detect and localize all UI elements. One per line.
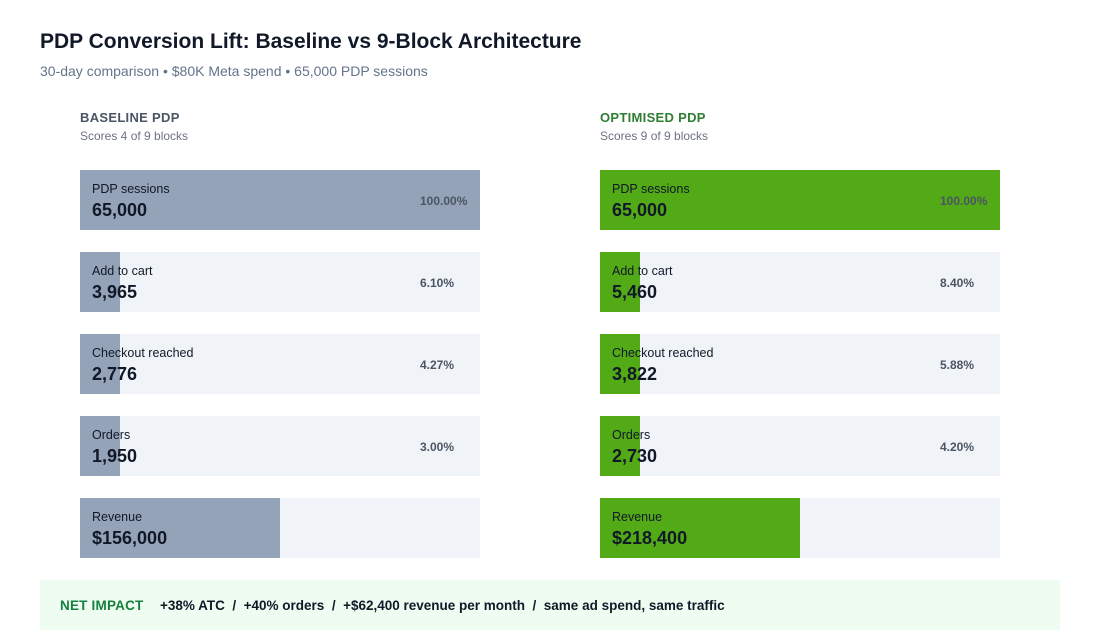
stage-value: 1,950: [92, 446, 138, 466]
stage-label: Revenue: [612, 510, 663, 524]
stage-percentage: 5.88%: [940, 358, 975, 372]
stage-percentage: 4.20%: [940, 440, 975, 454]
baseline-panel-subtitle: Scores 4 of 9 blocks: [80, 129, 189, 143]
stage-label: PDP sessions: [612, 182, 690, 196]
baseline-panel-title: BASELINE PDP: [80, 110, 180, 125]
baseline-stage-row: Add to cart 3,965 6.10%: [80, 252, 480, 312]
optimised-stage-row: Orders 2,730 4.20%: [600, 416, 1000, 476]
baseline-stage-row: Revenue $156,000: [80, 498, 480, 558]
net-impact-label: NET IMPACT: [60, 598, 144, 613]
stage-label: Add to cart: [92, 264, 153, 278]
stage-value: 5,460: [612, 282, 658, 302]
optimised-stage-bar: [600, 170, 1000, 230]
stage-percentage: 3.00%: [420, 440, 455, 454]
optimised-stage-bar: [600, 498, 800, 558]
page-title: PDP Conversion Lift: Baseline vs 9-Block…: [40, 30, 582, 53]
optimised-stage-bar: [600, 334, 640, 394]
stage-label: Add to cart: [612, 264, 673, 278]
net-impact-banner: NET IMPACT +38% ATC / +40% orders / +$62…: [40, 580, 1060, 630]
stage-label: Checkout reached: [612, 346, 714, 360]
stage-percentage: 8.40%: [940, 276, 975, 290]
stage-value: 3,822: [612, 364, 658, 384]
baseline-stage-bar: [80, 498, 280, 558]
stage-percentage: 4.27%: [420, 358, 455, 372]
stage-value: 2,730: [612, 446, 658, 466]
optimised-stage-row: Revenue $218,400: [600, 498, 1000, 558]
baseline-stage-row: PDP sessions 65,000 100.00%: [80, 170, 480, 230]
baseline-stage-bar: [80, 252, 120, 312]
stage-percentage: 100.00%: [420, 194, 468, 208]
stage-value: $156,000: [92, 528, 168, 548]
baseline-stage-bar: [80, 334, 120, 394]
stage-value: 65,000: [92, 200, 148, 220]
optimised-stage-row: PDP sessions 65,000 100.00%: [600, 170, 1000, 230]
stage-label: Revenue: [92, 510, 143, 524]
optimised-stage-row: Checkout reached 3,822 5.88%: [600, 334, 1000, 394]
optimised-panel-subtitle: Scores 9 of 9 blocks: [600, 129, 709, 143]
baseline-stage-bar: [80, 170, 480, 230]
baseline-stage-row: Checkout reached 2,776 4.27%: [80, 334, 480, 394]
stage-value: $218,400: [612, 528, 688, 548]
stage-label: PDP sessions: [92, 182, 170, 196]
optimised-panel-title: OPTIMISED PDP: [600, 110, 706, 125]
baseline-stage-bar: [80, 416, 120, 476]
stage-label: Checkout reached: [92, 346, 194, 360]
optimised-panel: OPTIMISED PDP Scores 9 of 9 blocks PDP s…: [600, 110, 1000, 558]
optimised-stage-bar: [600, 416, 640, 476]
stage-label: Orders: [612, 428, 651, 442]
page-subtitle: 30-day comparison • $80K Meta spend • 65…: [40, 63, 428, 79]
baseline-stage-row: Orders 1,950 3.00%: [80, 416, 480, 476]
baseline-panel: BASELINE PDP Scores 4 of 9 blocks PDP se…: [80, 110, 480, 558]
stage-value: 3,965: [92, 282, 138, 302]
stage-percentage: 6.10%: [420, 276, 455, 290]
stage-value: 65,000: [612, 200, 668, 220]
optimised-stage-row: Add to cart 5,460 8.40%: [600, 252, 1000, 312]
stage-percentage: 100.00%: [940, 194, 988, 208]
stage-value: 2,776: [92, 364, 138, 384]
stage-label: Orders: [92, 428, 131, 442]
optimised-stage-bar: [600, 252, 640, 312]
net-impact-text: +38% ATC / +40% orders / +$62,400 revenu…: [160, 598, 725, 613]
